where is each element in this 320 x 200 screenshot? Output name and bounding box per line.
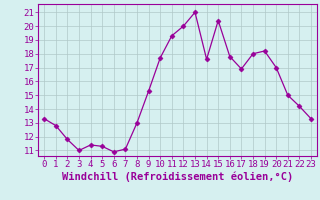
X-axis label: Windchill (Refroidissement éolien,°C): Windchill (Refroidissement éolien,°C) <box>62 172 293 182</box>
